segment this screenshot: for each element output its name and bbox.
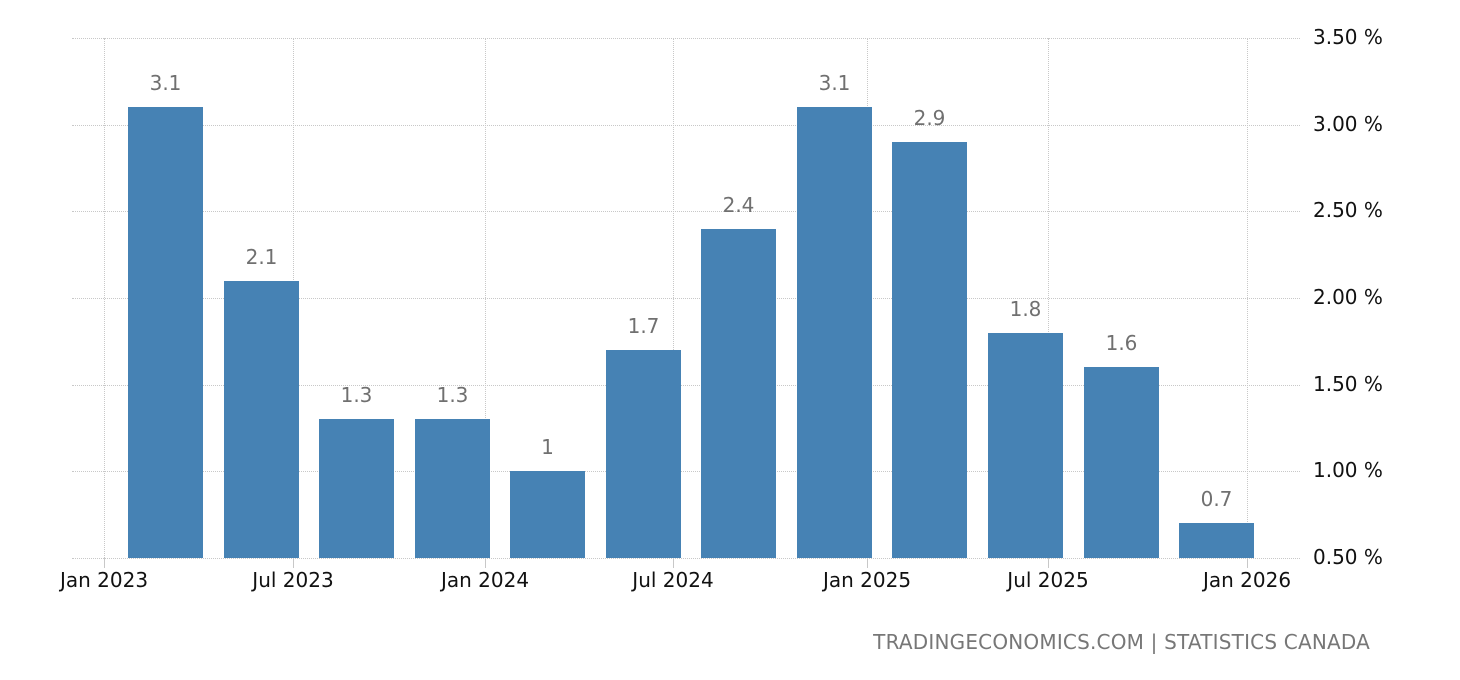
bar[interactable] (415, 419, 490, 558)
x-tick-label: Jul 2023 (252, 568, 334, 592)
y-tick-label: 2.50 % (1313, 198, 1383, 222)
bar-value-label: 1 (541, 435, 554, 459)
x-tick-label: Jul 2025 (1007, 568, 1089, 592)
x-tick-mark (1247, 558, 1248, 568)
h-gridline (72, 298, 1300, 299)
h-gridline (72, 558, 1300, 559)
x-tick-mark (485, 558, 486, 568)
x-tick-mark (293, 558, 294, 568)
bar-value-label: 3.1 (149, 71, 182, 95)
bar[interactable] (892, 142, 967, 558)
bar-value-label: 1.7 (627, 314, 660, 338)
bar-value-label: 1.3 (436, 383, 469, 407)
bar[interactable] (224, 281, 299, 558)
h-gridline (72, 38, 1300, 39)
bar[interactable] (319, 419, 394, 558)
bar[interactable] (701, 229, 776, 558)
h-gridline (72, 385, 1300, 386)
bar-value-label: 3.1 (818, 71, 851, 95)
h-gridline (72, 211, 1300, 212)
x-tick-label: Jan 2025 (822, 568, 912, 592)
v-gridline (104, 38, 105, 558)
y-tick-label: 1.00 % (1313, 458, 1383, 482)
h-gridline (72, 125, 1300, 126)
bar[interactable] (510, 471, 585, 558)
bar-value-label: 2.9 (913, 106, 946, 130)
y-tick-label: 3.50 % (1313, 25, 1383, 49)
source-credit: TRADINGECONOMICS.COM | STATISTICS CANADA (873, 630, 1370, 654)
v-gridline (673, 38, 674, 558)
x-tick-mark (867, 558, 868, 568)
bar-value-label: 1.8 (1009, 297, 1042, 321)
bar-value-label: 1.6 (1105, 331, 1138, 355)
bar-value-label: 1.3 (340, 383, 373, 407)
x-tick-label: Jan 2024 (440, 568, 530, 592)
x-tick-label: Jul 2024 (632, 568, 714, 592)
y-tick-label: 0.50 % (1313, 545, 1383, 569)
y-tick-label: 2.00 % (1313, 285, 1383, 309)
bar[interactable] (1084, 367, 1159, 558)
y-tick-label: 1.50 % (1313, 372, 1383, 396)
v-gridline (1247, 38, 1248, 558)
bar[interactable] (1179, 523, 1254, 558)
x-tick-label: Jan 2023 (59, 568, 149, 592)
bar-value-label: 2.4 (722, 193, 755, 217)
bar[interactable] (128, 107, 203, 558)
x-tick-mark (104, 558, 105, 568)
bar[interactable] (797, 107, 872, 558)
bar[interactable] (606, 350, 681, 558)
bar-value-label: 2.1 (245, 245, 278, 269)
v-gridline (1048, 38, 1049, 558)
v-gridline (485, 38, 486, 558)
y-tick-label: 3.00 % (1313, 112, 1383, 136)
h-gridline (72, 471, 1300, 472)
bar-value-label: 0.7 (1200, 487, 1233, 511)
x-tick-mark (1048, 558, 1049, 568)
bar[interactable] (988, 333, 1063, 558)
x-tick-mark (673, 558, 674, 568)
x-tick-label: Jan 2026 (1202, 568, 1292, 592)
